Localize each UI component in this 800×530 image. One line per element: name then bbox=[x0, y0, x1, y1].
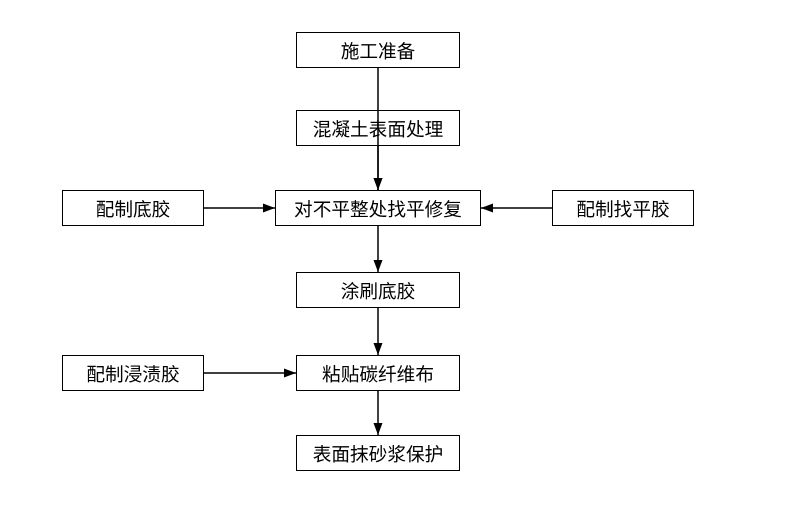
flow-node-label: 粘贴碳纤维布 bbox=[322, 360, 434, 387]
flow-node-label: 配制浸渍胶 bbox=[86, 360, 179, 387]
flow-node-label: 施工准备 bbox=[341, 37, 416, 64]
flow-node-label: 涂刷底胶 bbox=[341, 277, 416, 304]
flow-node-baseglue: 配制底胶 bbox=[62, 190, 204, 226]
flow-node-level: 对不平整处找平修复 bbox=[275, 190, 481, 226]
flow-node-surface: 混凝土表面处理 bbox=[296, 110, 460, 146]
flow-node-prep: 施工准备 bbox=[296, 32, 460, 68]
flow-node-primer: 涂刷底胶 bbox=[296, 272, 460, 308]
flow-node-carbon: 粘贴碳纤维布 bbox=[296, 355, 460, 391]
flow-node-label: 对不平整处找平修复 bbox=[294, 195, 462, 222]
flow-node-label: 表面抹砂浆保护 bbox=[313, 440, 444, 467]
flow-node-label: 混凝土表面处理 bbox=[313, 115, 444, 142]
flow-node-mortar: 表面抹砂浆保护 bbox=[296, 435, 460, 471]
flow-node-label: 配制找平胶 bbox=[576, 195, 669, 222]
flow-node-impregglue: 配制浸渍胶 bbox=[62, 355, 204, 391]
flow-node-levelglue: 配制找平胶 bbox=[552, 190, 694, 226]
flow-node-label: 配制底胶 bbox=[96, 195, 171, 222]
